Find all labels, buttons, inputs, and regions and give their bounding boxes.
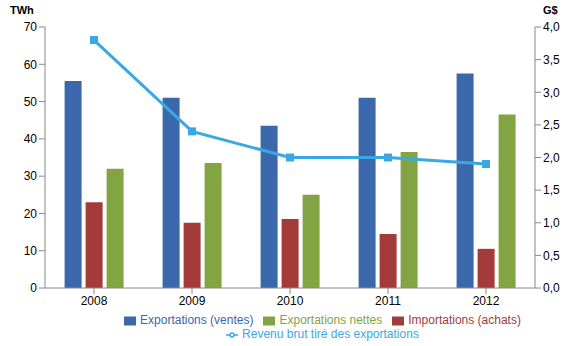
svg-text:1,0: 1,0 bbox=[543, 216, 560, 230]
svg-text:2010: 2010 bbox=[277, 294, 304, 308]
svg-text:10: 10 bbox=[24, 244, 38, 258]
svg-text:2011: 2011 bbox=[375, 294, 401, 308]
html-text:TWh: TWh bbox=[10, 4, 34, 16]
svg-text:4,0: 4,0 bbox=[543, 20, 560, 34]
svg-text:2,0: 2,0 bbox=[543, 151, 560, 165]
html-text:Revenu brut tiré des exportati: Revenu brut tiré des exportations bbox=[242, 327, 419, 341]
svg-text:3,5: 3,5 bbox=[543, 53, 560, 67]
html-text:Exportations nettes: Exportations nettes bbox=[279, 313, 383, 327]
svg-text:50: 50 bbox=[24, 95, 38, 109]
svg-text:0: 0 bbox=[30, 281, 37, 295]
html-text:Exportations (ventes): Exportations (ventes) bbox=[140, 313, 254, 327]
html-text:G$: G$ bbox=[543, 4, 558, 16]
svg-text:0,0: 0,0 bbox=[543, 281, 560, 295]
svg-text:2,5: 2,5 bbox=[543, 118, 560, 132]
svg-text:20: 20 bbox=[24, 207, 38, 221]
svg-text:2008: 2008 bbox=[81, 294, 108, 308]
svg-text:70: 70 bbox=[24, 20, 38, 34]
svg-text:60: 60 bbox=[24, 58, 38, 72]
svg-text:40: 40 bbox=[24, 132, 38, 146]
svg-text:2009: 2009 bbox=[179, 294, 206, 308]
svg-text:3,0: 3,0 bbox=[543, 86, 560, 100]
svg-text:1,5: 1,5 bbox=[543, 183, 560, 197]
svg-text:30: 30 bbox=[24, 169, 38, 183]
html-text:Importations (achats): Importations (achats) bbox=[408, 313, 521, 327]
svg-text:0,5: 0,5 bbox=[543, 249, 560, 263]
svg-text:2012: 2012 bbox=[473, 294, 500, 308]
